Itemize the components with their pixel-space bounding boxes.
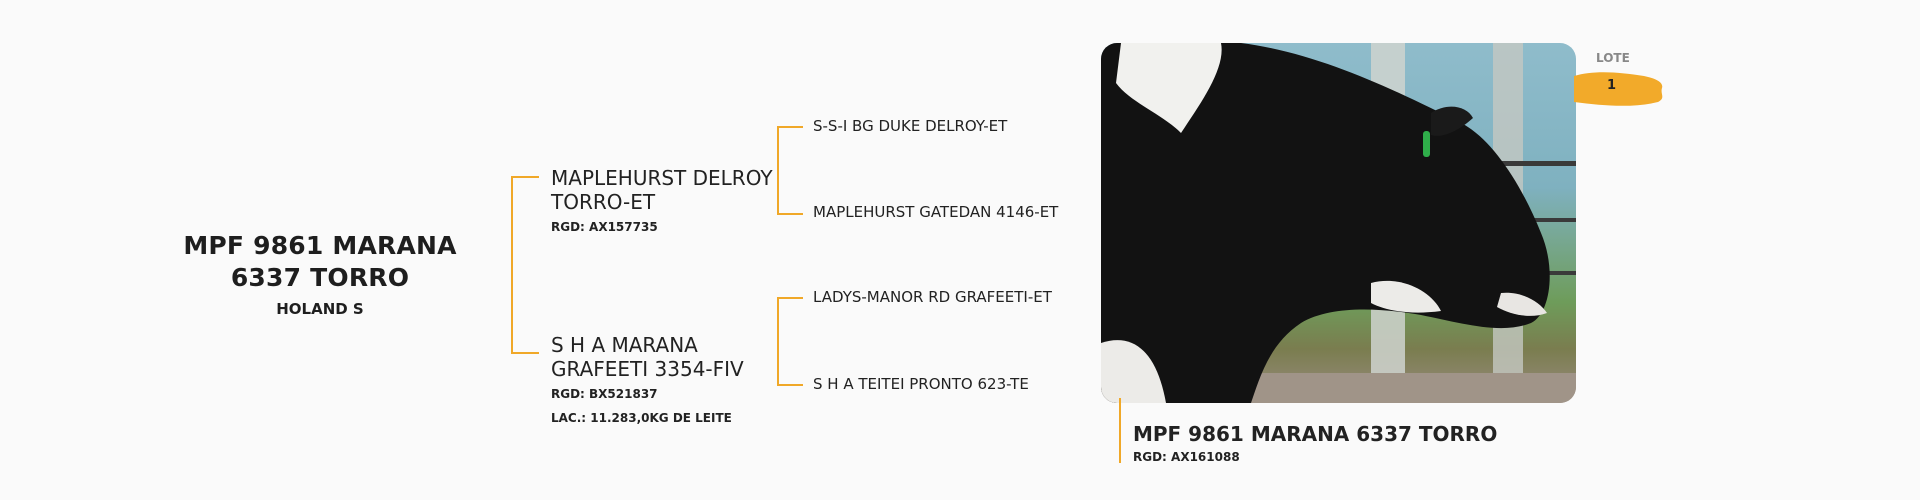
caption-line bbox=[1119, 398, 1121, 463]
sire-name-line1: MAPLEHURST DELROY bbox=[551, 166, 773, 190]
dam-lactation: LAC.: 11.283,0KG DE LEITE bbox=[551, 411, 732, 425]
sire-parents-bracket-vertical bbox=[777, 126, 779, 215]
sire-name-line2: TORRO-ET bbox=[551, 190, 656, 214]
dam-rgd: RGD: BX521837 bbox=[551, 387, 658, 401]
animal-name-line1: MPF 9861 MARANA bbox=[183, 231, 457, 260]
dam-parents-bracket-bottom bbox=[777, 384, 803, 386]
parents-bracket-bottom bbox=[511, 352, 539, 354]
cow-illustration bbox=[1101, 43, 1576, 403]
sire-dam: MAPLEHURST GATEDAN 4146-ET bbox=[813, 203, 1059, 221]
sire-parents-bracket-top bbox=[777, 126, 803, 128]
dam-dam: S H A TEITEI PRONTO 623-TE bbox=[813, 375, 1029, 393]
caption-rgd: RGD: AX161088 bbox=[1133, 450, 1240, 464]
animal-info: MPF 9861 MARANA 6337 TORRO HOLAND S bbox=[165, 230, 475, 318]
lote-label: LOTE bbox=[1596, 51, 1630, 65]
animal-photo bbox=[1101, 43, 1576, 403]
parents-bracket-vertical bbox=[511, 176, 513, 354]
dam-block: S H A MARANA GRAFEETI 3354-FIV RGD: BX52… bbox=[551, 333, 744, 425]
dam-parents-bracket-top bbox=[777, 297, 803, 299]
sire-parents-bracket-bottom bbox=[777, 213, 803, 215]
lote-brush-stroke bbox=[1574, 72, 1663, 106]
sire-block: MAPLEHURST DELROY TORRO-ET RGD: AX157735 bbox=[551, 166, 773, 234]
animal-name-line2: 6337 TORRO bbox=[230, 263, 410, 292]
sire-rgd: RGD: AX157735 bbox=[551, 220, 658, 234]
parents-bracket-top bbox=[511, 176, 539, 178]
sire-sire: S-S-I BG DUKE DELROY-ET bbox=[813, 117, 1008, 135]
lote-number: 1 bbox=[1607, 78, 1617, 93]
dam-sire: LADYS-MANOR RD GRAFEETI-ET bbox=[813, 288, 1052, 306]
caption-animal-name: MPF 9861 MARANA 6337 TORRO bbox=[1133, 422, 1498, 446]
dam-name-line2: GRAFEETI 3354-FIV bbox=[551, 357, 744, 381]
dam-name-line1: S H A MARANA bbox=[551, 333, 698, 357]
dam-parents-bracket-vertical bbox=[777, 297, 779, 386]
animal-breed: HOLAND S bbox=[276, 300, 364, 318]
